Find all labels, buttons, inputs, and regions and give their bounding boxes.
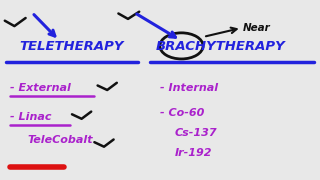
Text: - Internal: - Internal	[160, 83, 218, 93]
Text: - External: - External	[10, 83, 70, 93]
Text: Ir-192: Ir-192	[174, 148, 212, 158]
Text: BRACHYTHERAPY: BRACHYTHERAPY	[156, 40, 286, 53]
Text: Near: Near	[243, 23, 270, 33]
Text: - Co-60: - Co-60	[160, 108, 204, 118]
Text: Cs-137: Cs-137	[174, 128, 217, 138]
Text: TELETHERAPY: TELETHERAPY	[20, 40, 124, 53]
Text: - Linac: - Linac	[10, 112, 51, 122]
Text: TeleCobalt: TeleCobalt	[27, 135, 93, 145]
